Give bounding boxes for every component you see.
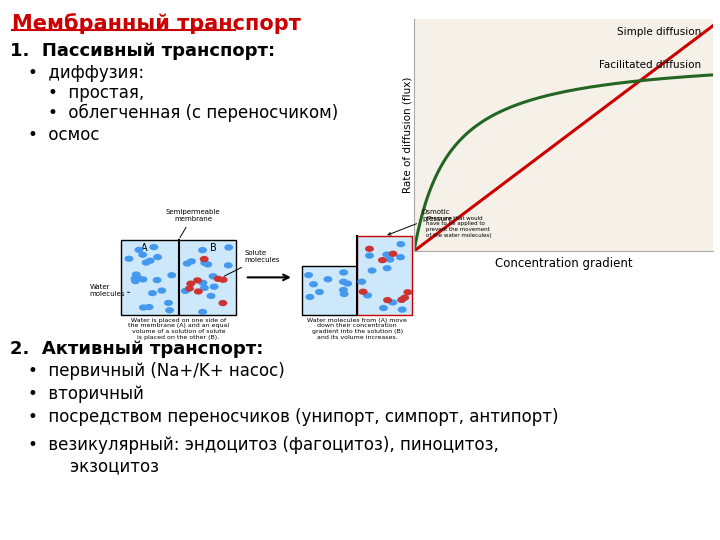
Text: 1.  Пассивный транспорт:: 1. Пассивный транспорт: <box>10 42 275 60</box>
Circle shape <box>199 309 207 314</box>
Circle shape <box>150 245 158 249</box>
Circle shape <box>220 278 227 282</box>
Circle shape <box>188 259 195 264</box>
Text: Water molecules from (A) move
down their concentration
gradient into the solutio: Water molecules from (A) move down their… <box>307 318 407 340</box>
Circle shape <box>305 273 312 278</box>
Text: Water
molecules: Water molecules <box>89 284 130 297</box>
Circle shape <box>140 305 147 310</box>
Bar <box>121 240 236 315</box>
Text: Water is placed on one side of
the membrane (A) and an equal
volume of a solutio: Water is placed on one side of the membr… <box>128 318 229 340</box>
Text: Osmotic
pressure: Osmotic pressure <box>388 209 452 235</box>
Circle shape <box>340 279 347 284</box>
Circle shape <box>201 260 209 265</box>
Circle shape <box>166 308 174 313</box>
Circle shape <box>201 286 208 291</box>
Circle shape <box>207 294 215 299</box>
Circle shape <box>168 273 176 278</box>
Circle shape <box>204 262 212 267</box>
Circle shape <box>219 301 227 306</box>
Circle shape <box>324 277 332 282</box>
Circle shape <box>390 251 397 256</box>
Circle shape <box>186 286 193 291</box>
Circle shape <box>153 278 161 282</box>
Circle shape <box>379 306 387 310</box>
Circle shape <box>384 298 391 302</box>
Circle shape <box>341 292 348 296</box>
Circle shape <box>364 293 372 298</box>
Circle shape <box>358 279 366 284</box>
Circle shape <box>146 258 154 263</box>
Circle shape <box>340 270 347 275</box>
Circle shape <box>316 289 323 294</box>
Bar <box>357 236 412 315</box>
Circle shape <box>384 266 391 271</box>
Text: •  диффузия:: • диффузия: <box>28 64 144 82</box>
Text: Semipermeable
membrane: Semipermeable membrane <box>166 209 220 238</box>
Circle shape <box>184 261 191 266</box>
Circle shape <box>310 282 318 287</box>
Circle shape <box>398 298 405 302</box>
Text: (Pressure that would
have to be applied to
prevent the movement
of the water mol: (Pressure that would have to be applied … <box>426 215 492 238</box>
Circle shape <box>225 263 232 268</box>
Circle shape <box>199 280 207 285</box>
Bar <box>302 266 357 315</box>
Circle shape <box>306 294 314 299</box>
Circle shape <box>210 284 218 289</box>
Circle shape <box>366 253 373 258</box>
Circle shape <box>187 281 194 286</box>
Circle shape <box>225 245 233 250</box>
Text: Solute
molecules: Solute molecules <box>224 251 280 276</box>
Text: •  первичный (Na+/K+ насос): • первичный (Na+/K+ насос) <box>28 362 284 380</box>
Circle shape <box>139 252 146 257</box>
Text: •  простая,: • простая, <box>48 84 144 102</box>
Circle shape <box>194 289 202 294</box>
Circle shape <box>135 247 143 252</box>
Text: •  облегченная (с переносчиком): • облегченная (с переносчиком) <box>48 104 338 122</box>
Circle shape <box>344 281 351 286</box>
Text: A: A <box>140 243 148 253</box>
Circle shape <box>359 289 367 294</box>
Circle shape <box>135 275 142 280</box>
Text: Facilitated diffusion: Facilitated diffusion <box>599 60 701 70</box>
Circle shape <box>369 268 376 273</box>
Circle shape <box>397 242 405 247</box>
X-axis label: Concentration gradient: Concentration gradient <box>495 256 632 269</box>
Text: B: B <box>210 243 217 253</box>
Circle shape <box>389 300 397 305</box>
Circle shape <box>181 288 189 293</box>
Circle shape <box>199 248 206 253</box>
Circle shape <box>200 256 208 261</box>
Circle shape <box>404 290 412 295</box>
Circle shape <box>379 258 386 262</box>
Text: 2.  Активный транспорт:: 2. Активный транспорт: <box>10 340 264 358</box>
Circle shape <box>401 295 408 300</box>
Text: •  вторичный: • вторичный <box>28 385 144 403</box>
Circle shape <box>386 257 394 262</box>
Circle shape <box>139 277 147 282</box>
Circle shape <box>132 279 139 284</box>
Y-axis label: Rate of diffusion (flux): Rate of diffusion (flux) <box>402 77 413 193</box>
Circle shape <box>145 305 153 309</box>
Circle shape <box>398 307 406 312</box>
Text: Simple diffusion: Simple diffusion <box>616 26 701 37</box>
Circle shape <box>131 276 139 281</box>
Circle shape <box>125 256 132 261</box>
Circle shape <box>194 278 202 283</box>
Circle shape <box>143 260 150 265</box>
Circle shape <box>158 288 166 293</box>
Text: Мембранный транспорт: Мембранный транспорт <box>12 13 301 34</box>
Circle shape <box>165 300 172 305</box>
Circle shape <box>149 291 156 295</box>
Text: •  везикулярный: эндоцитоз (фагоцитоз), пиноцитоз,
        экзоцитоз: • везикулярный: эндоцитоз (фагоцитоз), п… <box>28 436 499 475</box>
Text: •  посредством переносчиков (унипорт, симпорт, антипорт): • посредством переносчиков (унипорт, сим… <box>28 408 559 426</box>
Circle shape <box>383 252 390 257</box>
Circle shape <box>397 255 404 260</box>
Circle shape <box>132 272 140 277</box>
Circle shape <box>340 288 347 293</box>
Text: •  осмос: • осмос <box>28 126 99 144</box>
Circle shape <box>215 276 222 281</box>
Circle shape <box>154 255 161 260</box>
Circle shape <box>366 246 373 251</box>
Circle shape <box>210 274 217 279</box>
